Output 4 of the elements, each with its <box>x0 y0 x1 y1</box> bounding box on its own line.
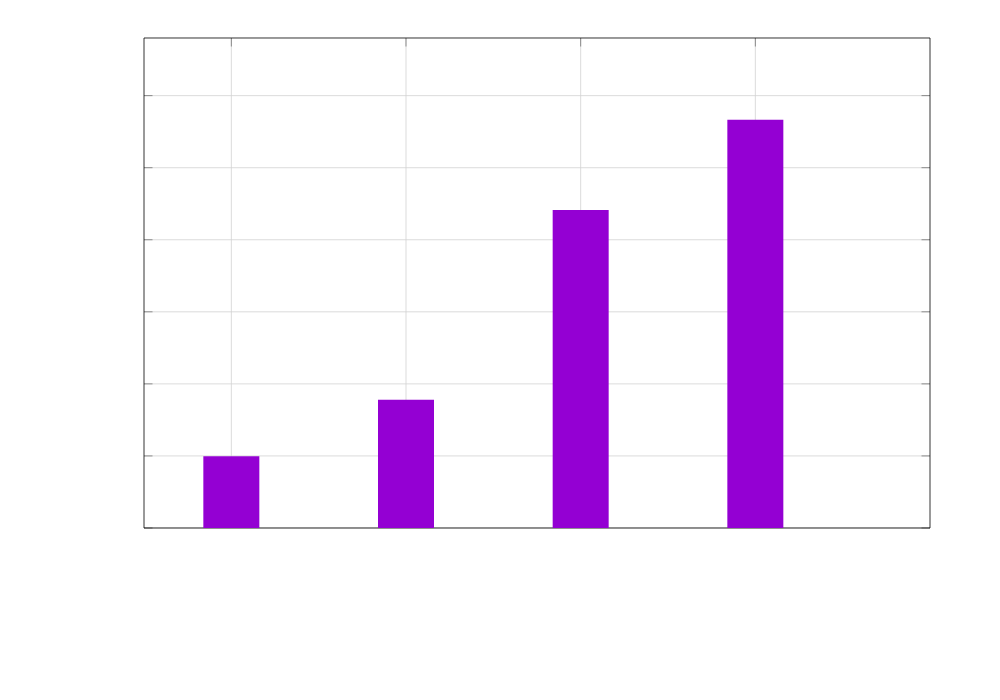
bar <box>727 119 784 528</box>
bar <box>203 456 260 528</box>
bar <box>552 209 609 528</box>
bar <box>378 399 434 528</box>
